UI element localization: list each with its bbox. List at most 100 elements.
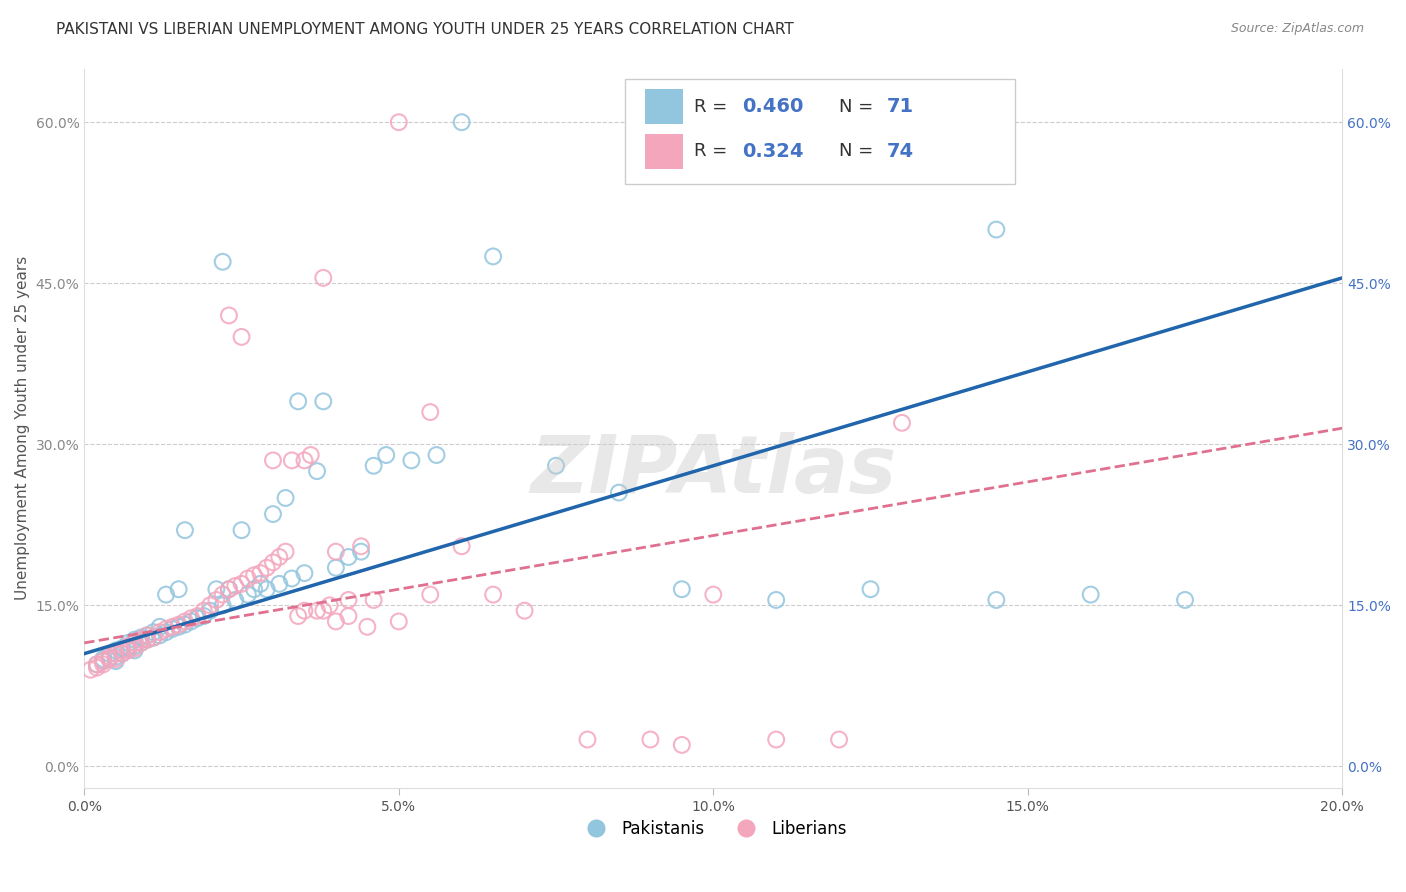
Point	[167, 620, 190, 634]
Point	[671, 582, 693, 597]
Point	[337, 593, 360, 607]
Point	[124, 641, 146, 656]
Point	[193, 604, 215, 618]
Point	[337, 549, 360, 564]
Point	[325, 615, 347, 629]
Point	[186, 609, 208, 624]
Point	[1080, 588, 1102, 602]
Point	[180, 611, 202, 625]
Point	[1174, 593, 1197, 607]
Point	[129, 636, 152, 650]
Point	[287, 609, 309, 624]
Point	[249, 566, 271, 581]
Point	[243, 582, 266, 597]
Point	[640, 732, 662, 747]
Point	[98, 652, 121, 666]
Point	[236, 572, 259, 586]
Point	[425, 448, 447, 462]
Point	[205, 582, 228, 597]
Point	[98, 649, 121, 664]
Point	[828, 732, 851, 747]
Point	[136, 628, 159, 642]
Point	[155, 622, 177, 636]
Point	[262, 453, 284, 467]
Point	[224, 593, 246, 607]
Point	[124, 639, 146, 653]
Point	[91, 657, 114, 672]
Point	[450, 539, 472, 553]
FancyBboxPatch shape	[645, 134, 683, 169]
Point	[356, 620, 378, 634]
Text: Source: ZipAtlas.com: Source: ZipAtlas.com	[1230, 22, 1364, 36]
Text: N =: N =	[839, 143, 879, 161]
Point	[249, 577, 271, 591]
Point	[986, 593, 1008, 607]
Point	[274, 544, 297, 558]
Point	[211, 254, 233, 268]
Point	[162, 620, 184, 634]
Point	[155, 625, 177, 640]
Point	[104, 652, 127, 666]
Point	[136, 632, 159, 647]
Point	[269, 549, 291, 564]
Point	[287, 394, 309, 409]
Point	[211, 588, 233, 602]
Point	[136, 628, 159, 642]
Point	[363, 593, 385, 607]
Point	[281, 572, 304, 586]
Point	[205, 593, 228, 607]
Point	[104, 647, 127, 661]
Point	[142, 631, 165, 645]
Point	[312, 394, 335, 409]
Point	[224, 579, 246, 593]
Point	[91, 652, 114, 666]
Point	[231, 330, 253, 344]
Point	[482, 588, 505, 602]
Point	[174, 615, 197, 629]
Point	[607, 485, 630, 500]
Point	[211, 599, 233, 613]
Point	[129, 636, 152, 650]
Point	[325, 560, 347, 574]
Point	[294, 566, 316, 581]
Point	[312, 604, 335, 618]
Point	[129, 631, 152, 645]
Point	[218, 309, 240, 323]
Text: PAKISTANI VS LIBERIAN UNEMPLOYMENT AMONG YOUTH UNDER 25 YEARS CORRELATION CHART: PAKISTANI VS LIBERIAN UNEMPLOYMENT AMONG…	[56, 22, 794, 37]
Point	[236, 588, 259, 602]
Point	[174, 617, 197, 632]
Point	[294, 453, 316, 467]
Point	[136, 632, 159, 647]
Point	[111, 647, 134, 661]
Point	[117, 639, 139, 653]
Point	[129, 632, 152, 647]
Point	[231, 577, 253, 591]
Point	[104, 649, 127, 664]
Point	[388, 115, 411, 129]
Point	[91, 654, 114, 668]
Text: R =: R =	[695, 143, 734, 161]
Point	[124, 632, 146, 647]
Text: R =: R =	[695, 98, 734, 116]
Point	[117, 643, 139, 657]
Point	[193, 609, 215, 624]
Text: N =: N =	[839, 98, 879, 116]
Text: 71: 71	[887, 97, 914, 116]
Point	[318, 599, 340, 613]
Point	[269, 577, 291, 591]
Point	[104, 643, 127, 657]
Text: 0.324: 0.324	[742, 142, 804, 161]
Point	[671, 738, 693, 752]
Point	[891, 416, 914, 430]
Point	[325, 544, 347, 558]
Text: 74: 74	[887, 142, 914, 161]
Point	[312, 271, 335, 285]
Point	[86, 660, 108, 674]
Point	[198, 599, 221, 613]
Point	[180, 615, 202, 629]
Point	[91, 654, 114, 668]
Point	[243, 568, 266, 582]
Point	[419, 405, 441, 419]
Point	[262, 555, 284, 569]
Point	[299, 448, 322, 462]
